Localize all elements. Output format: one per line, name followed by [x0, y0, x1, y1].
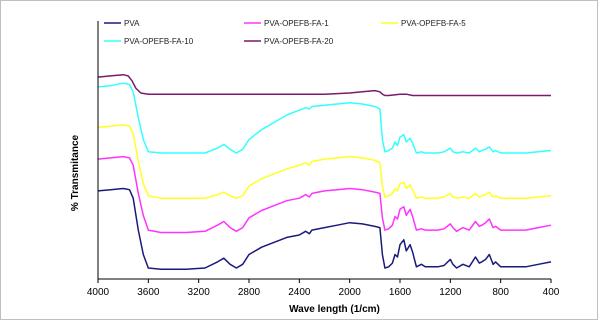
- legend-label-2: PVA-OPEFB-FA-5: [401, 19, 466, 28]
- plot-area: [97, 73, 552, 270]
- x-tick-label: 2000: [339, 287, 362, 298]
- x-tick-label: 1200: [439, 287, 462, 298]
- x-axis-title: Wave length (1/cm): [289, 304, 380, 315]
- x-tick-label: 2800: [238, 287, 261, 298]
- series-line-1: [97, 155, 552, 234]
- series-line-4: [97, 73, 551, 97]
- x-axis-ticks: 4000 3600 3200 2800 2400 2000 1600 1200 800 400: [87, 279, 560, 298]
- x-tick-label: 3200: [188, 287, 211, 298]
- legend: PVA PVA-OPEFB-FA-1 PVA-OPEFB-FA-5 PVA-OPEFB…: [104, 19, 466, 46]
- x-tick-label: 4000: [87, 287, 110, 298]
- x-tick-label: 2400: [288, 287, 311, 298]
- series-line-0: [97, 187, 552, 270]
- series-line-2: [97, 124, 552, 199]
- y-axis-title: % Transmitance: [70, 134, 81, 211]
- legend-label-0: PVA: [124, 19, 140, 28]
- series-line-3: [97, 82, 552, 154]
- legend-label-3: PVA-OPEFB-FA-10: [124, 37, 194, 46]
- legend-label-4: PVA-OPEFB-FA-20: [264, 37, 334, 46]
- x-tick-label: 400: [543, 287, 560, 298]
- x-tick-label: 1600: [389, 287, 412, 298]
- legend-label-1: PVA-OPEFB-FA-1: [264, 19, 329, 28]
- x-tick-label: 3600: [137, 287, 160, 298]
- x-tick-label: 800: [492, 287, 509, 298]
